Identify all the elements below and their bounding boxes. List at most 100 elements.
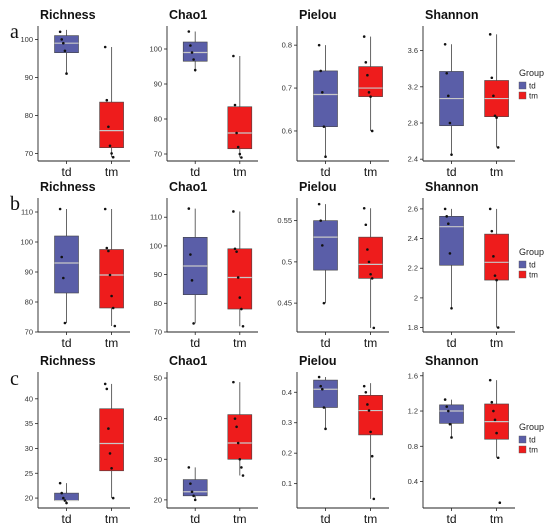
data-point-td [324,427,327,431]
data-point-td [447,409,450,413]
y-tick-label: 0.45 [277,299,292,308]
y-tick-label: 90 [25,268,33,277]
box-td [182,41,208,62]
legend-label: td [529,261,536,270]
box-tm [358,66,383,97]
data-point-td [319,384,323,388]
x-tick-label: td [447,336,457,350]
data-point-tm [370,129,374,133]
y-tick-label: 2.2 [408,264,418,273]
x-tick-label: td [190,336,200,350]
legend-title: Group [519,68,544,78]
data-point-tm [107,125,110,129]
panel-letter: c [10,368,19,390]
data-point-td [190,279,194,282]
data-point-td [189,482,192,485]
data-point-tm [238,152,242,156]
data-point-tm [235,131,238,135]
y-tick-label: 30 [154,455,162,464]
data-point-td [448,422,452,426]
data-point-td [60,38,64,41]
box-tm [99,249,124,309]
y-tick-label: 2.8 [408,119,418,128]
data-point-tm [493,274,497,277]
data-point-tm [110,294,113,298]
data-point-tm [366,248,369,251]
box-td [313,220,338,271]
data-point-tm [240,307,243,311]
data-point-td [190,490,194,494]
data-point-tm [111,496,115,500]
box-tm [99,408,124,472]
x-tick-label: td [62,165,72,179]
data-point-tm [372,497,376,501]
data-point-tm [111,155,115,159]
x-tick-label: tm [490,336,503,350]
data-point-td [187,207,191,210]
panel-title: Richness [40,354,96,368]
data-point-td [187,30,191,33]
data-point-td [189,253,192,256]
data-point-tm [240,156,243,159]
box-tm [227,248,253,310]
x-tick-label: td [321,336,331,350]
data-point-tm [492,409,495,413]
y-tick-label: 0.4 [408,477,418,486]
data-point-td [62,496,65,500]
data-point-tm [362,206,366,210]
data-point-tm [110,466,113,470]
y-tick-label: 100 [149,241,162,250]
data-point-td [58,30,62,34]
data-point-tm [369,272,372,276]
data-point-tm [241,324,245,328]
x-tick-label: tm [364,165,377,179]
panel-letter: b [10,193,20,215]
data-point-td [189,44,192,47]
x-tick-label: td [62,336,72,350]
y-tick-label: 30 [25,444,33,453]
data-point-tm [233,417,237,420]
box-td [182,479,208,497]
data-point-td [447,222,450,226]
y-tick-label: 100 [20,238,33,247]
data-point-tm [235,425,238,429]
data-point-td [443,398,447,401]
data-point-td [321,244,324,247]
data-point-td [65,72,68,75]
data-point-td [190,51,194,54]
box-td [54,235,79,294]
data-point-td [192,494,195,498]
y-tick-label: 2.6 [408,204,418,213]
x-tick-label: td [190,165,200,179]
data-point-tm [370,277,374,280]
y-tick-label: 25 [25,469,33,478]
y-tick-label: 0.55 [277,216,292,225]
data-point-tm [490,229,494,233]
x-tick-label: td [190,512,200,526]
data-point-td [193,68,197,72]
data-point-tm [241,474,245,477]
data-point-tm [240,466,243,469]
legend-label: td [529,436,536,445]
data-point-tm [235,250,238,253]
data-point-tm [364,61,368,64]
x-tick-label: tm [105,512,118,526]
y-tick-label: 3.6 [408,46,418,55]
data-point-tm [113,324,117,328]
box-td [313,379,338,408]
y-tick-label: 20 [25,494,33,503]
data-point-tm [372,326,376,330]
y-tick-label: 1.2 [408,407,418,416]
data-point-td [187,466,191,469]
x-tick-label: tm [233,336,246,350]
y-tick-label: 35 [25,419,33,428]
y-tick-label: 70 [154,150,162,159]
data-point-tm [362,384,366,388]
data-point-tm [108,452,112,455]
data-point-tm [232,210,235,213]
y-tick-label: 80 [154,299,162,308]
box-td [439,216,464,266]
y-tick-label: 3.2 [408,82,418,91]
data-point-tm [493,114,497,118]
